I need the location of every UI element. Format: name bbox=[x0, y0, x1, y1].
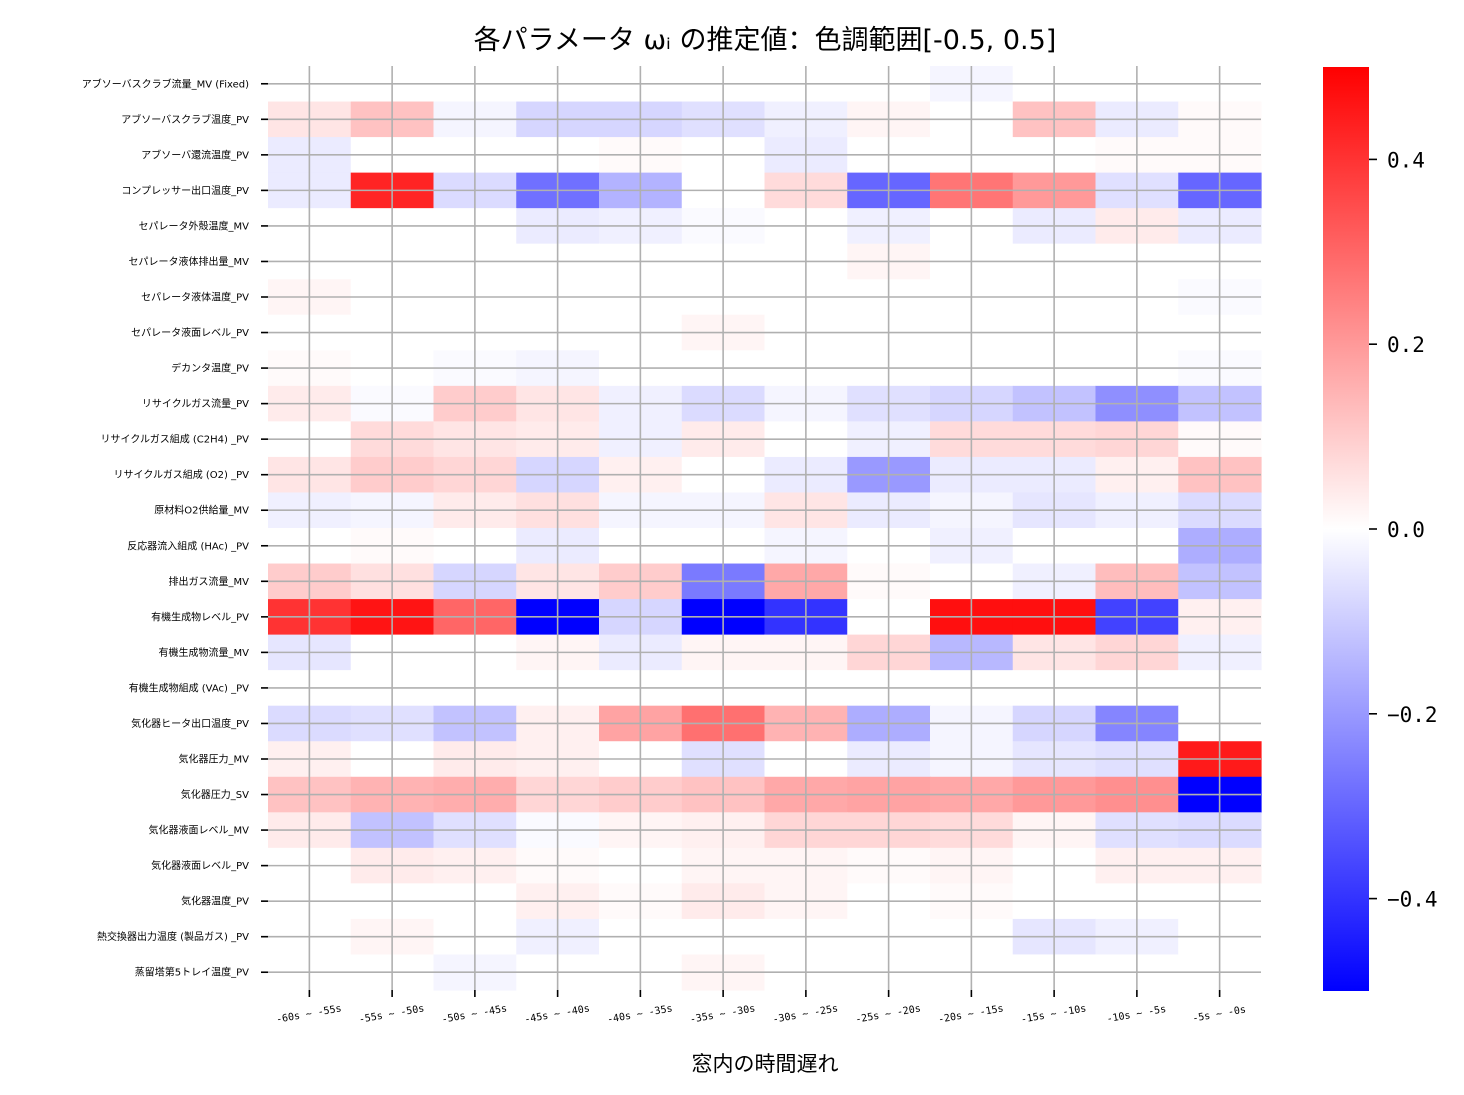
row-label: 蒸留塔第5トレイ温度_PV bbox=[135, 966, 249, 979]
row-label: アブソーバ還流温度_PV bbox=[141, 148, 249, 161]
column-label: -20s ~ -15s bbox=[937, 1003, 1004, 1025]
row-label: 気化器ヒータ出口温度_PV bbox=[131, 717, 249, 730]
column-label: -10s ~ -5s bbox=[1106, 1004, 1167, 1025]
column-labels: -60s ~ -55s -55s ~ -50s -50s ~ -45s -45s ~ … bbox=[275, 1003, 1246, 1025]
x-axis-label: 窓内の時間遅れ bbox=[692, 1052, 839, 1076]
column-label: -5s ~ -0s bbox=[1192, 1004, 1247, 1024]
row-label: セパレータ液面レベル_PV bbox=[131, 326, 249, 339]
column-label: -60s ~ -55s bbox=[275, 1003, 342, 1025]
column-label: -45s ~ -40s bbox=[524, 1003, 591, 1025]
row-label: 有機生成物レベル_PV bbox=[151, 610, 249, 623]
row-label: 排出ガス流量_MV bbox=[169, 575, 250, 588]
row-label: 原材料O2供給量_MV bbox=[154, 504, 249, 517]
row-label: 熱交換器出力温度 (製品ガス) _PV bbox=[97, 930, 249, 943]
row-label: 気化器圧力_MV bbox=[179, 753, 250, 766]
column-label: -30s ~ -25s bbox=[772, 1003, 839, 1025]
row-label: リサイクルガス組成 (C2H4) _PV bbox=[101, 433, 250, 446]
row-label: 有機生成物流量_MV bbox=[159, 646, 250, 659]
heatmap-cells bbox=[268, 66, 1262, 991]
column-label: -40s ~ -35s bbox=[606, 1003, 673, 1025]
colorbar-tick-label: −0.2 bbox=[1387, 703, 1438, 727]
row-label: リサイクルガス流量_PV bbox=[142, 397, 249, 410]
row-label: アブソーバスクラブ温度_PV bbox=[121, 113, 249, 126]
row-label: 気化器温度_PV bbox=[181, 895, 249, 908]
colorbar-ticks: 0.4 0.2 0.0 −0.2 −0.4 bbox=[1369, 148, 1438, 912]
row-label: セパレータ外殻温度_MV bbox=[139, 219, 250, 232]
colorbar bbox=[1323, 67, 1369, 991]
gridlines bbox=[261, 66, 1261, 997]
colorbar-tick-label: 0.4 bbox=[1387, 148, 1425, 172]
colorbar-tick-label: 0.0 bbox=[1387, 518, 1425, 542]
row-label: 気化器液面レベル_PV bbox=[151, 859, 249, 872]
column-label: -15s ~ -10s bbox=[1020, 1003, 1087, 1025]
row-label: アブソーバスクラブ流量_MV (Fixed) bbox=[82, 77, 249, 90]
chart-title: 各パラメータ ωᵢ の推定値：色調範囲[-0.5, 0.5] bbox=[474, 25, 1057, 56]
colorbar-tick-label: −0.4 bbox=[1387, 888, 1438, 912]
row-label: コンプレッサー出口温度_PV bbox=[121, 184, 249, 197]
row-label: セパレータ液体温度_PV bbox=[141, 291, 249, 304]
column-label: -50s ~ -45s bbox=[441, 1003, 508, 1025]
row-label: 反応器流入組成 (HAc) _PV bbox=[127, 539, 249, 552]
colorbar-tick-label: 0.2 bbox=[1387, 333, 1425, 357]
column-label: -35s ~ -30s bbox=[689, 1003, 756, 1025]
row-label: 気化器液面レベル_MV bbox=[149, 824, 250, 837]
row-label: リサイクルガス組成 (O2) _PV bbox=[114, 468, 250, 481]
column-label: -55s ~ -50s bbox=[358, 1003, 425, 1025]
row-label: 有機生成物組成 (VAc) _PV bbox=[129, 681, 250, 694]
column-label: -25s ~ -20s bbox=[855, 1003, 922, 1025]
row-labels: アブソーバスクラブ流量_MV (Fixed) アブソーバスクラブ温度_PV アブソー… bbox=[82, 77, 249, 978]
row-label: セパレータ液体排出量_MV bbox=[129, 255, 250, 268]
row-label: デカンタ温度_PV bbox=[171, 362, 249, 375]
row-label: 気化器圧力_SV bbox=[181, 788, 249, 801]
